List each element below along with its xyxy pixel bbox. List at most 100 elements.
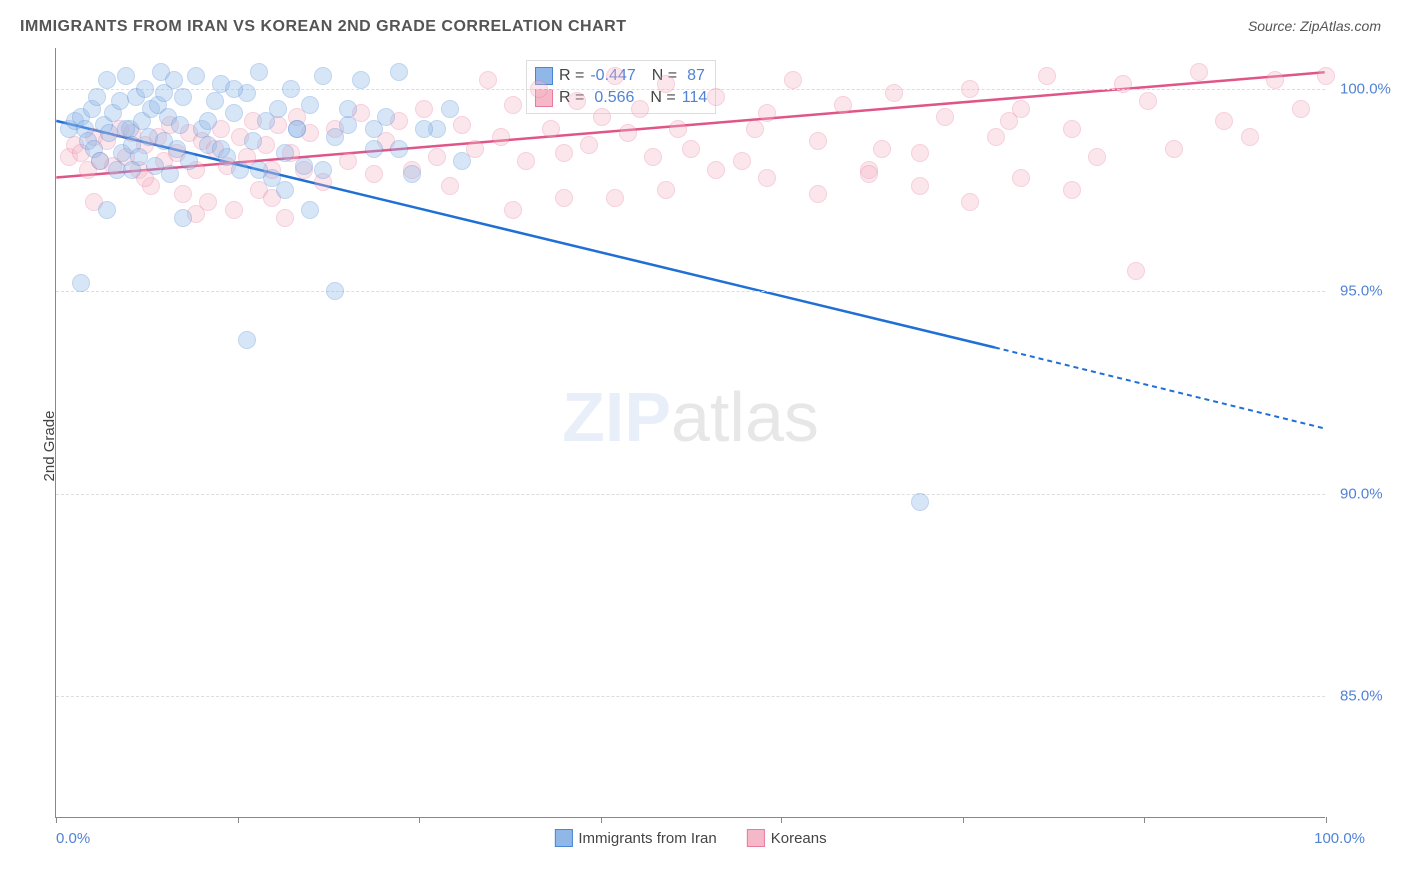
data-point <box>530 80 548 98</box>
data-point <box>441 100 459 118</box>
data-point <box>180 152 198 170</box>
data-point <box>276 209 294 227</box>
data-point <box>593 108 611 126</box>
data-point <box>644 148 662 166</box>
data-point <box>415 100 433 118</box>
data-point <box>339 100 357 118</box>
data-point <box>225 80 243 98</box>
data-point <box>542 120 560 138</box>
data-point <box>403 165 421 183</box>
data-point <box>390 140 408 158</box>
data-point <box>619 124 637 142</box>
data-point <box>250 161 268 179</box>
legend-label-korean: Koreans <box>771 830 827 847</box>
data-point <box>453 116 471 134</box>
data-point <box>174 88 192 106</box>
data-point <box>555 144 573 162</box>
data-point <box>911 493 929 511</box>
y-tick-label: 100.0% <box>1340 80 1400 97</box>
data-point <box>885 84 903 102</box>
data-point <box>606 67 624 85</box>
data-point <box>453 152 471 170</box>
data-point <box>174 185 192 203</box>
data-point <box>936 108 954 126</box>
data-point <box>314 67 332 85</box>
data-point <box>276 181 294 199</box>
x-tick <box>781 817 782 823</box>
data-point <box>365 165 383 183</box>
data-point <box>606 189 624 207</box>
plot-area: ZIPatlas R = -0.447 N = 87 R = 0.566 N =… <box>55 48 1325 818</box>
data-point <box>1127 262 1145 280</box>
x-tick <box>1144 817 1145 823</box>
data-point <box>1190 63 1208 81</box>
swatch-korean <box>747 829 765 847</box>
data-point <box>231 161 249 179</box>
data-point <box>1165 140 1183 158</box>
data-point <box>1266 71 1284 89</box>
data-point <box>987 128 1005 146</box>
x-tick <box>963 817 964 823</box>
y-tick-label: 95.0% <box>1340 283 1400 300</box>
data-point <box>88 88 106 106</box>
n-value-iran: 87 <box>687 67 705 85</box>
data-point <box>504 201 522 219</box>
data-point <box>860 165 878 183</box>
data-point <box>1241 128 1259 146</box>
data-point <box>136 80 154 98</box>
data-point <box>961 80 979 98</box>
data-point <box>250 63 268 81</box>
data-point <box>269 100 287 118</box>
data-point <box>314 161 332 179</box>
chart-title: IMMIGRANTS FROM IRAN VS KOREAN 2ND GRADE… <box>20 18 626 36</box>
data-point <box>492 128 510 146</box>
data-point <box>98 71 116 89</box>
data-point <box>206 92 224 110</box>
data-point <box>301 201 319 219</box>
data-point <box>1215 112 1233 130</box>
data-point <box>961 193 979 211</box>
data-point <box>580 136 598 154</box>
data-point <box>1292 100 1310 118</box>
data-point <box>441 177 459 195</box>
x-tick <box>56 817 57 823</box>
legend-label-iran: Immigrants from Iran <box>578 830 716 847</box>
data-point <box>339 116 357 134</box>
data-point <box>174 209 192 227</box>
data-point <box>98 201 116 219</box>
data-point <box>809 185 827 203</box>
data-point <box>72 274 90 292</box>
x-axis-min-label: 0.0% <box>56 830 90 847</box>
data-point <box>111 92 129 110</box>
data-point <box>1063 181 1081 199</box>
data-point <box>100 124 118 142</box>
data-point <box>225 201 243 219</box>
source-attribution: Source: ZipAtlas.com <box>1248 18 1381 34</box>
data-point <box>339 152 357 170</box>
data-point <box>187 67 205 85</box>
data-point <box>225 104 243 122</box>
y-tick-label: 90.0% <box>1340 485 1400 502</box>
stats-row-korean: R = 0.566 N = 114 <box>535 87 707 109</box>
data-point <box>568 92 586 110</box>
data-point <box>809 132 827 150</box>
data-point <box>390 63 408 81</box>
data-point <box>657 181 675 199</box>
legend-item-iran: Immigrants from Iran <box>554 829 716 847</box>
data-point <box>707 88 725 106</box>
data-point <box>911 177 929 195</box>
data-point <box>117 67 135 85</box>
data-point <box>123 161 141 179</box>
data-point <box>669 120 687 138</box>
data-point <box>276 144 294 162</box>
swatch-iran <box>554 829 572 847</box>
data-point <box>504 96 522 114</box>
stats-box: R = -0.447 N = 87 R = 0.566 N = 114 <box>526 60 716 114</box>
data-point <box>1317 67 1335 85</box>
data-point <box>365 140 383 158</box>
data-point <box>244 132 262 150</box>
gridline <box>56 696 1325 697</box>
y-tick-label: 85.0% <box>1340 688 1400 705</box>
data-point <box>288 120 306 138</box>
data-point <box>365 120 383 138</box>
